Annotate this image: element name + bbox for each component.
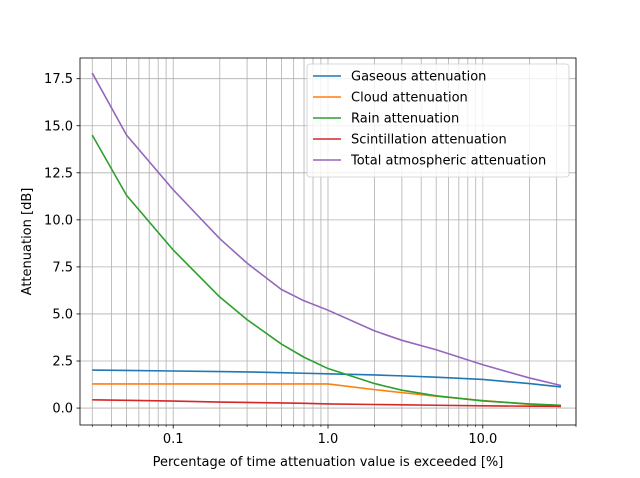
x-tick-label: 10.0 [468, 432, 497, 447]
x-tick-label: 1.0 [318, 432, 339, 447]
x-axis-label: Percentage of time attenuation value is … [153, 455, 504, 470]
y-tick-label: 7.5 [52, 260, 73, 275]
y-tick-label: 17.5 [44, 72, 73, 87]
legend-label: Total atmospheric attenuation [350, 154, 546, 169]
legend-label: Scintillation attenuation [351, 133, 507, 148]
y-tick-label: 0.0 [52, 402, 73, 417]
series-line-gaseous-attenuation [92, 369, 562, 388]
legend-label: Cloud attenuation [351, 91, 468, 106]
y-tick-label: 15.0 [44, 119, 73, 134]
y-tick-label: 10.0 [44, 213, 73, 228]
legend-box [306, 63, 570, 178]
y-tick-label: 12.5 [44, 166, 73, 181]
series-line-total-atmospheric-attenuation [91, 72, 562, 387]
y-axis-ticks: 0.0 2.5 5.0 7.5 10.0 12.5 15.0 17.5 [44, 72, 80, 417]
x-axis-ticks: 0.1 1.0 10.0 [91, 425, 577, 447]
y-tick-label: 5.0 [52, 307, 73, 322]
series-lines [91, 72, 562, 408]
legend-label: Gaseous attenuation [351, 70, 486, 85]
y-tick-label: 2.5 [52, 355, 73, 370]
series-line-rain-attenuation [91, 134, 562, 407]
y-axis-label: Attenuation [dB] [20, 188, 35, 296]
x-tick-label: 0.1 [163, 432, 184, 447]
legend-label: Rain attenuation [351, 112, 459, 127]
legend: Gaseous attenuation Cloud attenuation Rain… [306, 63, 570, 178]
series-line-scintillation-attenuation [92, 398, 562, 408]
